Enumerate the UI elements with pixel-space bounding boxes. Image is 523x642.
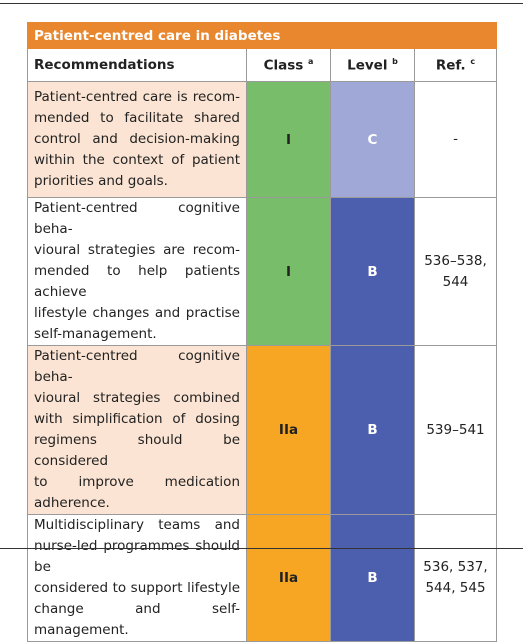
bottom-rule	[0, 548, 523, 549]
level-cell: B	[330, 345, 415, 515]
class-cell: IIa	[246, 345, 331, 515]
header-level-text: Level	[347, 57, 388, 74]
ref-cell: -	[414, 81, 497, 198]
header-level: Level b	[330, 48, 415, 82]
header-class-sup: a	[308, 56, 314, 66]
class-cell: IIa	[246, 514, 331, 642]
table-title: Patient-centred care in diabetes	[27, 22, 497, 49]
ref-cell: 536, 537, 544, 545	[414, 514, 497, 642]
header-level-sup: b	[392, 56, 398, 66]
recommendation-line: nurse-led programmes should be	[34, 538, 240, 575]
recommendation-line: lifestyle changes and practise	[34, 305, 240, 321]
recommendation-line: Patient-centred care is recom-	[34, 89, 240, 105]
recommendation-line: within the context of patient	[34, 152, 240, 168]
recommendation-line: with simplification of dosing	[34, 411, 240, 427]
recommendation-cell: Patient-centred cognitive beha-vioural s…	[27, 345, 247, 515]
header-recommendations: Recommendations	[27, 48, 247, 82]
page: Patient-centred care in diabetes Recomme…	[0, 3, 523, 642]
header-class-text: Class	[263, 57, 304, 74]
recommendation-cell: Patient-centred cognitive beha-vioural s…	[27, 197, 247, 346]
recommendation-line: Patient-centred cognitive beha-	[34, 200, 240, 237]
level-cell: B	[330, 514, 415, 642]
table-row: Patient-centred care is recom-mended to …	[27, 81, 497, 198]
ref-line: 539–541	[426, 421, 485, 438]
class-cell: I	[246, 81, 331, 198]
recommendation-cell: Multidisciplinary teams and nurse-led pro…	[27, 514, 247, 642]
ref-line: 536–538,	[424, 252, 487, 269]
table-row: Patient-centred cognitive beha-vioural s…	[27, 197, 497, 346]
level-cell: B	[330, 197, 415, 346]
ref-cell: 536–538, 544	[414, 197, 497, 346]
recommendation-line: mended to facilitate shared	[34, 110, 240, 126]
recommendation-line: control and decision-making	[34, 131, 240, 147]
header-ref-text: Ref.	[435, 57, 466, 74]
recommendation-line: change and self-management.	[34, 601, 240, 638]
ref-line: -	[453, 131, 458, 147]
ref-cell: 539–541	[414, 345, 497, 515]
top-rule	[0, 3, 523, 4]
class-cell: I	[246, 197, 331, 346]
table-body: Patient-centred care is recom-mended to …	[27, 81, 497, 642]
recommendation-line: considered to support lifestyle	[34, 580, 240, 596]
header-ref-sup: c	[470, 56, 476, 66]
recommendation-line: adherence.	[34, 495, 110, 511]
recommendation-line: Multidisciplinary teams and	[34, 517, 240, 533]
ref-line: 544, 545	[425, 580, 486, 596]
table-row: Patient-centred cognitive beha-vioural s…	[27, 345, 497, 515]
header-ref: Ref. c	[414, 48, 497, 82]
ref-line: 536, 537,	[423, 559, 488, 575]
recommendation-line: regimens should be considered	[34, 432, 240, 469]
recommendation-line: self-management.	[34, 326, 157, 342]
header-class: Class a	[246, 48, 331, 82]
ref-line: 544	[442, 273, 469, 290]
table-row: Multidisciplinary teams and nurse-led pro…	[27, 514, 497, 642]
recommendation-cell: Patient-centred care is recom-mended to …	[27, 81, 247, 198]
recommendation-line: vioural strategies are recom-	[34, 242, 240, 258]
level-cell: C	[330, 81, 415, 198]
recommendation-line: vioural strategies combined	[34, 390, 240, 406]
recommendation-line: to improve medication	[34, 474, 240, 490]
recommendation-line: mended to help patients achieve	[34, 263, 240, 300]
recommendation-line: Patient-centred cognitive beha-	[34, 348, 240, 385]
recommendation-line: priorities and goals.	[34, 173, 168, 189]
recommendation-table: Patient-centred care in diabetes Recomme…	[27, 22, 497, 642]
